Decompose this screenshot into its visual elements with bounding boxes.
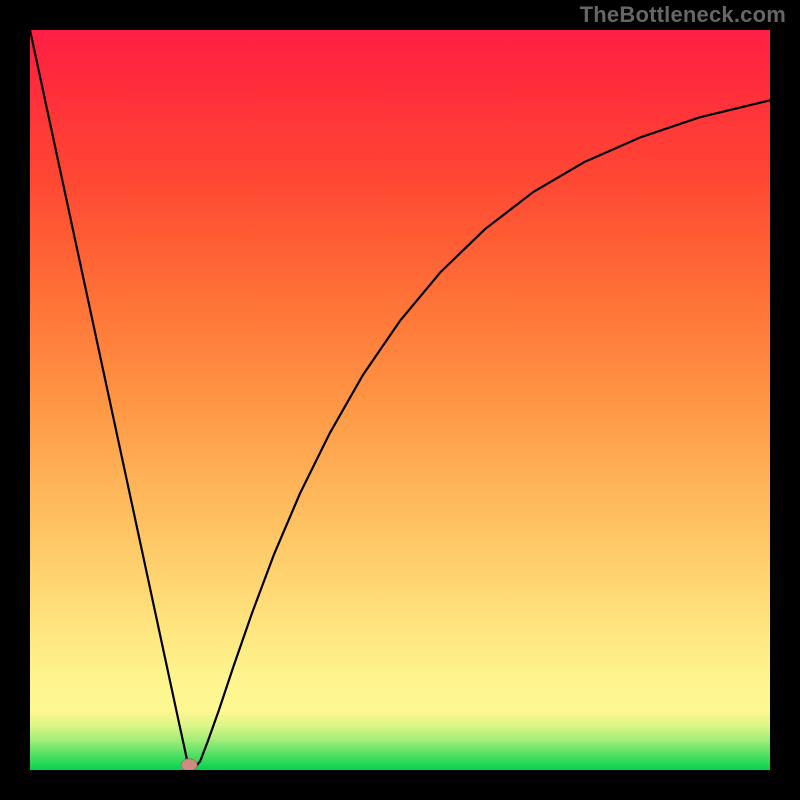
chart-frame: TheBottleneck.com: [0, 0, 800, 800]
chart-plot-area: [30, 30, 770, 770]
chart-background: [30, 30, 770, 770]
watermark-text: TheBottleneck.com: [580, 2, 786, 28]
bottleneck-curve: [30, 30, 770, 770]
optimal-point-marker: [181, 759, 197, 770]
chart-svg: [30, 30, 770, 770]
